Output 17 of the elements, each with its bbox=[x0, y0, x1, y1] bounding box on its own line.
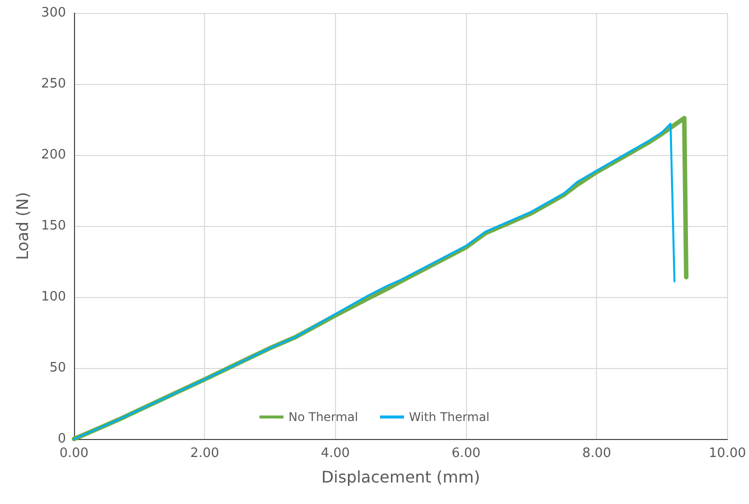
x-tick-label: 6.00 bbox=[452, 446, 481, 461]
x-tick-label: 2.00 bbox=[190, 446, 220, 461]
y-tick-label: 150 bbox=[41, 218, 66, 234]
x-tick-label: 0.00 bbox=[60, 446, 88, 461]
x-tick-label: 8.00 bbox=[582, 446, 612, 461]
x-tick-label: 4.00 bbox=[320, 446, 350, 461]
x-axis-title: Displacement (mm) bbox=[321, 468, 480, 486]
y-tick-label: 300 bbox=[41, 6, 66, 20]
y-tick-label: 250 bbox=[41, 76, 66, 92]
y-tick-label: 0 bbox=[58, 432, 66, 446]
y-tick-label: 100 bbox=[41, 290, 66, 304]
y-tick-label: 50 bbox=[49, 360, 66, 376]
y-tick-label: 200 bbox=[41, 148, 66, 162]
x-tick-label: 10.00 bbox=[708, 446, 746, 461]
y-axis-title: Load (N) bbox=[12, 192, 32, 260]
legend-label: With Thermal bbox=[409, 410, 490, 424]
legend-label: No Thermal bbox=[288, 410, 358, 424]
